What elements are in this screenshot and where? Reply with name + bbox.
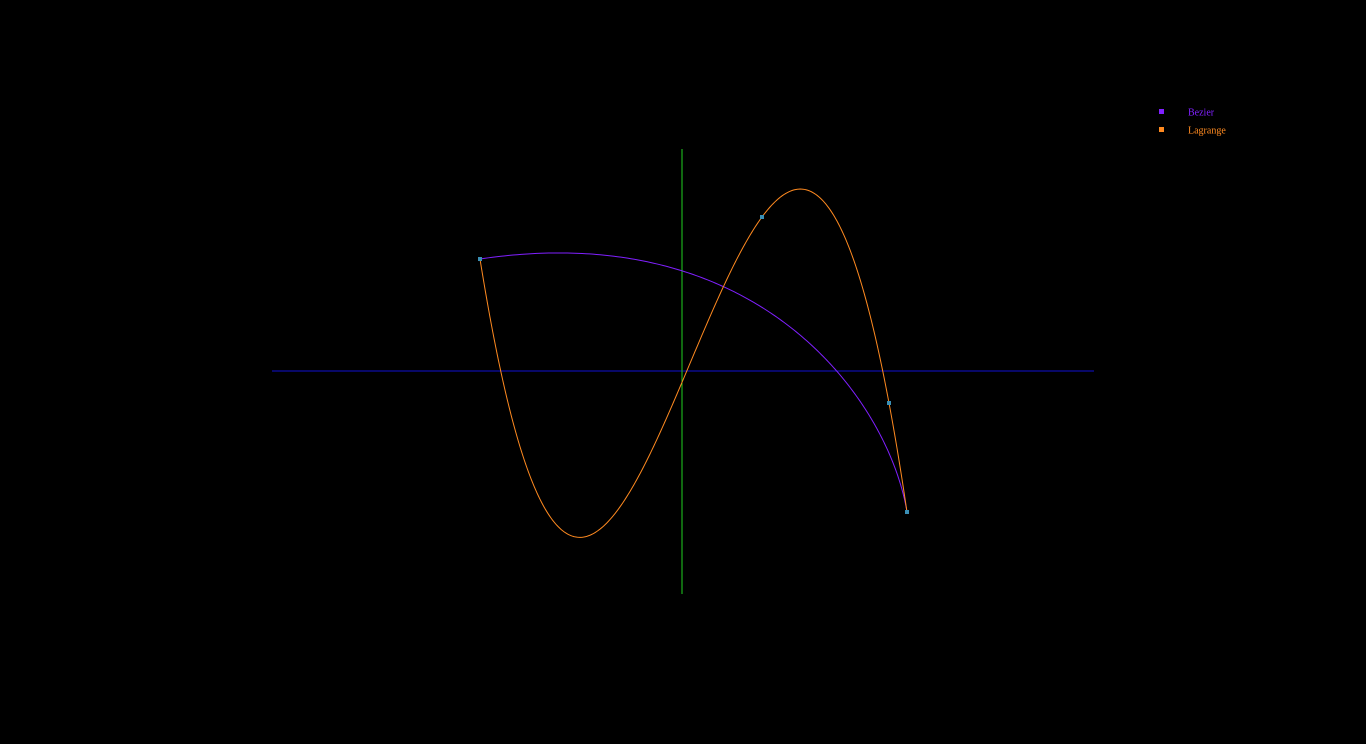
control-point xyxy=(478,257,482,261)
control-point xyxy=(760,215,764,219)
control-point xyxy=(905,510,909,514)
curve xyxy=(479,188,908,538)
legend-swatch xyxy=(1159,127,1164,132)
legend-label: Lagrange xyxy=(1188,125,1226,136)
legend-swatch xyxy=(1159,109,1164,114)
control-point xyxy=(887,401,891,405)
legend-label: Bezier xyxy=(1188,107,1215,118)
curve xyxy=(479,252,908,513)
